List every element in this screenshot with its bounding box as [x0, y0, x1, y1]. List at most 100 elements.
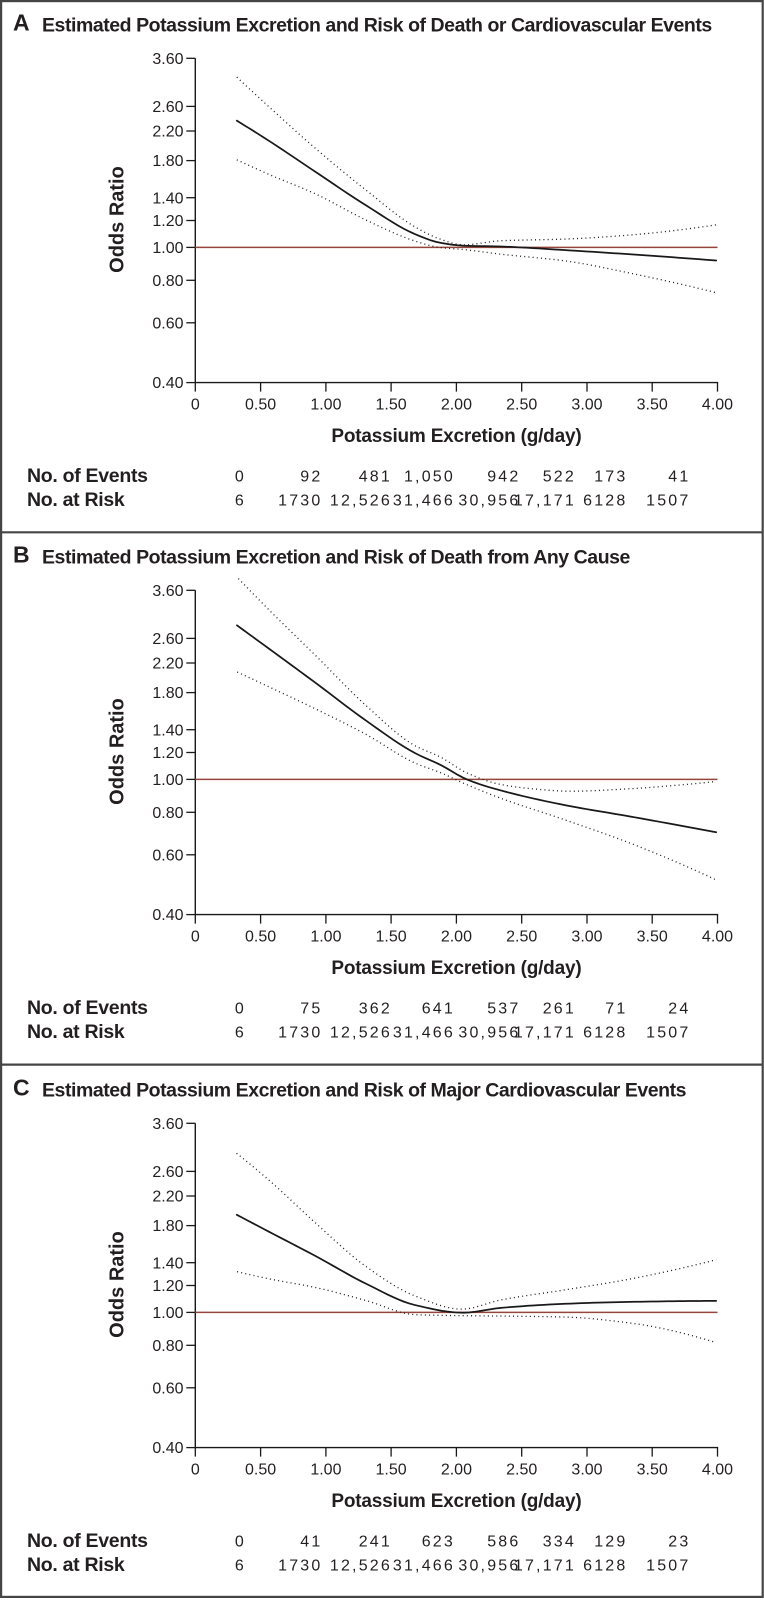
svg-text:1.00: 1.00 — [152, 772, 183, 789]
svg-text:31,466: 31,466 — [393, 1558, 455, 1575]
svg-text:Potassium Excretion (g/day): Potassium Excretion (g/day) — [331, 1491, 581, 1512]
svg-text:0: 0 — [235, 1000, 246, 1017]
svg-text:481: 481 — [359, 468, 392, 485]
svg-text:1.00: 1.00 — [152, 1305, 183, 1322]
svg-text:3.00: 3.00 — [571, 929, 602, 946]
svg-text:12,526: 12,526 — [330, 493, 392, 510]
svg-text:0.80: 0.80 — [152, 273, 183, 290]
svg-text:Odds Ratio: Odds Ratio — [107, 166, 129, 273]
svg-text:2.50: 2.50 — [506, 397, 537, 414]
svg-text:Odds Ratio: Odds Ratio — [107, 1231, 129, 1338]
svg-text:2.00: 2.00 — [441, 1462, 472, 1479]
svg-text:4.00: 4.00 — [702, 1462, 733, 1479]
svg-text:1.20: 1.20 — [152, 745, 183, 762]
svg-text:0: 0 — [235, 1533, 246, 1550]
svg-text:1.20: 1.20 — [152, 1278, 183, 1295]
svg-text:41: 41 — [300, 1533, 322, 1550]
svg-text:B: B — [13, 542, 30, 568]
svg-text:2.20: 2.20 — [152, 124, 183, 141]
svg-text:0.50: 0.50 — [245, 397, 276, 414]
svg-text:2.60: 2.60 — [152, 99, 183, 116]
svg-text:Odds Ratio: Odds Ratio — [107, 698, 129, 805]
svg-text:1730: 1730 — [278, 493, 322, 510]
svg-text:31,466: 31,466 — [393, 1025, 455, 1042]
svg-text:3.50: 3.50 — [637, 929, 668, 946]
svg-text:1.50: 1.50 — [376, 397, 407, 414]
svg-text:6: 6 — [235, 493, 246, 510]
svg-text:6: 6 — [235, 1558, 246, 1575]
svg-text:1730: 1730 — [278, 1025, 322, 1042]
svg-text:Estimated Potassium Excretion: Estimated Potassium Excretion and Risk o… — [42, 14, 712, 36]
svg-text:17,171: 17,171 — [514, 493, 576, 510]
svg-text:3.60: 3.60 — [152, 1116, 183, 1133]
svg-text:3.60: 3.60 — [152, 583, 183, 600]
svg-text:1.50: 1.50 — [376, 1462, 407, 1479]
svg-text:1.80: 1.80 — [152, 1218, 183, 1235]
svg-text:1.40: 1.40 — [152, 1255, 183, 1272]
svg-text:No. at Risk: No. at Risk — [27, 1021, 125, 1043]
svg-text:30,956: 30,956 — [458, 493, 520, 510]
svg-text:23: 23 — [668, 1533, 690, 1550]
svg-text:A: A — [13, 10, 30, 36]
svg-text:1.00: 1.00 — [152, 240, 183, 257]
svg-text:3.00: 3.00 — [571, 397, 602, 414]
svg-text:30,956: 30,956 — [458, 1558, 520, 1575]
svg-text:41: 41 — [668, 468, 690, 485]
svg-text:4.00: 4.00 — [702, 397, 733, 414]
svg-text:2.20: 2.20 — [152, 656, 183, 673]
svg-text:No. at Risk: No. at Risk — [27, 1554, 125, 1576]
svg-text:1.50: 1.50 — [376, 929, 407, 946]
svg-text:586: 586 — [487, 1533, 520, 1550]
svg-text:537: 537 — [487, 1000, 520, 1017]
svg-text:0: 0 — [191, 1462, 200, 1479]
svg-text:0.80: 0.80 — [152, 805, 183, 822]
svg-text:1.00: 1.00 — [310, 1462, 341, 1479]
svg-text:No. of Events: No. of Events — [27, 465, 148, 487]
svg-text:0.60: 0.60 — [152, 1380, 183, 1397]
svg-text:0.60: 0.60 — [152, 315, 183, 332]
svg-text:1.40: 1.40 — [152, 190, 183, 207]
svg-text:2.50: 2.50 — [506, 1462, 537, 1479]
svg-text:1730: 1730 — [278, 1558, 322, 1575]
svg-text:24: 24 — [668, 1000, 690, 1017]
svg-text:12,526: 12,526 — [330, 1558, 392, 1575]
svg-text:0.40: 0.40 — [152, 907, 183, 924]
svg-text:2.50: 2.50 — [506, 929, 537, 946]
svg-text:0: 0 — [191, 397, 200, 414]
svg-text:1,050: 1,050 — [404, 468, 455, 485]
svg-text:2.60: 2.60 — [152, 631, 183, 648]
svg-text:261: 261 — [543, 1000, 576, 1017]
svg-text:3.00: 3.00 — [571, 1462, 602, 1479]
svg-text:6128: 6128 — [583, 1025, 627, 1042]
svg-text:0.40: 0.40 — [152, 1440, 183, 1457]
svg-text:0.50: 0.50 — [245, 1462, 276, 1479]
svg-text:942: 942 — [487, 468, 520, 485]
svg-text:241: 241 — [359, 1533, 392, 1550]
svg-text:2.00: 2.00 — [441, 929, 472, 946]
svg-text:C: C — [13, 1075, 30, 1101]
svg-text:2.60: 2.60 — [152, 1164, 183, 1181]
svg-text:641: 641 — [422, 1000, 455, 1017]
svg-text:129: 129 — [594, 1533, 627, 1550]
svg-text:0: 0 — [191, 929, 200, 946]
svg-text:Estimated Potassium Excretion: Estimated Potassium Excretion and Risk o… — [42, 546, 631, 568]
svg-text:0: 0 — [235, 468, 246, 485]
svg-text:1507: 1507 — [646, 1558, 690, 1575]
svg-text:334: 334 — [543, 1533, 576, 1550]
svg-text:No. at Risk: No. at Risk — [27, 489, 125, 511]
svg-text:4.00: 4.00 — [702, 929, 733, 946]
svg-text:1.80: 1.80 — [152, 153, 183, 170]
svg-text:362: 362 — [359, 1000, 392, 1017]
svg-text:623: 623 — [422, 1533, 455, 1550]
svg-text:71: 71 — [605, 1000, 627, 1017]
svg-text:No. of Events: No. of Events — [27, 997, 148, 1019]
svg-text:75: 75 — [300, 1000, 322, 1017]
svg-text:31,466: 31,466 — [393, 493, 455, 510]
svg-text:1.40: 1.40 — [152, 722, 183, 739]
svg-text:12,526: 12,526 — [330, 1025, 392, 1042]
svg-text:1.00: 1.00 — [310, 929, 341, 946]
svg-text:2.20: 2.20 — [152, 1189, 183, 1206]
svg-text:3.50: 3.50 — [637, 397, 668, 414]
svg-text:2.00: 2.00 — [441, 397, 472, 414]
svg-text:1507: 1507 — [646, 1025, 690, 1042]
